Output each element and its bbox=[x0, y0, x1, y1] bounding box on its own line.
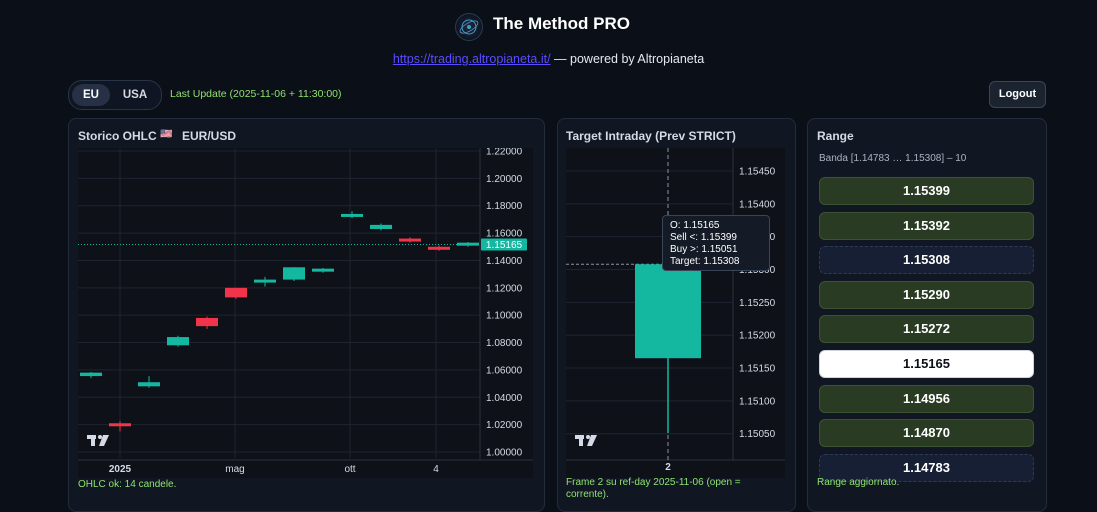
ohlc-symbol: EUR/USD bbox=[182, 129, 237, 143]
range-level-item[interactable]: 1.15399 bbox=[819, 177, 1034, 205]
range-level-item[interactable]: 1.15308 bbox=[819, 246, 1034, 275]
ohlc-chart-area[interactable]: 1.22000 1.20000 1.18000 1.16000 1.14000 1.120… bbox=[78, 148, 533, 478]
range-level-item[interactable]: 1.15290 bbox=[819, 280, 1034, 309]
y-tick-label: 1.15400 bbox=[739, 199, 776, 210]
target-title: Target Intraday (Prev STRICT) bbox=[566, 129, 736, 143]
x-tick-label: 4 bbox=[433, 464, 439, 475]
ohlc-title: Storico OHLC bbox=[78, 129, 157, 143]
market-toggle: EU USA bbox=[68, 80, 162, 110]
candle-body bbox=[80, 372, 102, 377]
candle-body bbox=[196, 317, 218, 327]
candle-body bbox=[428, 246, 450, 250]
y-tick-label: 1.18000 bbox=[486, 201, 523, 212]
range-level-item[interactable]: 1.14956 bbox=[819, 384, 1034, 413]
y-tick-label: 1.02000 bbox=[486, 420, 523, 431]
x-tick-label: ott bbox=[344, 464, 355, 475]
range-title: Range bbox=[817, 129, 854, 143]
y-tick-label: 1.20000 bbox=[486, 174, 523, 185]
last-price-label: 1.15165 bbox=[486, 240, 523, 251]
tooltip-sell: Sell <: 1.15399 bbox=[670, 232, 737, 243]
y-tick-label: 1.22000 bbox=[486, 148, 523, 158]
x-tick-label: mag bbox=[225, 464, 244, 475]
range-level-item[interactable]: 1.15165 bbox=[819, 350, 1034, 378]
candle-body bbox=[457, 242, 479, 246]
y-tick-label: 1.15200 bbox=[739, 331, 776, 342]
range-status: Range aggiornato. bbox=[817, 477, 900, 488]
x-axis-band bbox=[78, 460, 533, 478]
target-chart-area[interactable]: 1.154501.154001.153501.153001.152501.152… bbox=[566, 148, 785, 478]
last-update-text: Last Update (2025-11-06 + 11:30:00) bbox=[170, 88, 342, 100]
site-link[interactable]: https://trading.altropianeta.it/ bbox=[392, 52, 551, 66]
powered-text: — powered by Altropianeta bbox=[550, 52, 705, 66]
candle-body bbox=[399, 238, 421, 242]
candle-body bbox=[109, 423, 131, 427]
y-tick-label: 1.15100 bbox=[739, 396, 776, 407]
y-tick-label: 1.12000 bbox=[486, 283, 523, 294]
toggle-usa-button[interactable]: USA bbox=[122, 89, 148, 101]
tooltip-buy: Buy >: 1.15051 bbox=[670, 244, 738, 255]
powered-line: https://trading.altropianeta.it/ — power… bbox=[0, 52, 1097, 66]
ohlc-chart[interactable]: 1.22000 1.20000 1.18000 1.16000 1.14000 1.120… bbox=[78, 148, 533, 478]
y-tick-label: 1.15050 bbox=[739, 429, 776, 440]
us-flag-icon: 🇺🇸 bbox=[160, 129, 173, 140]
y-tick-label: 1.10000 bbox=[486, 311, 523, 322]
y-tick-label: 1.04000 bbox=[486, 393, 523, 404]
candle-body bbox=[370, 224, 392, 229]
candle-body bbox=[312, 268, 334, 272]
x-tick-label: 2 bbox=[665, 462, 671, 473]
range-level-item[interactable]: 1.14783 bbox=[819, 453, 1034, 482]
toggle-eu-button[interactable]: EU bbox=[72, 84, 110, 106]
candle-tooltip: O: 1.15165 Sell <: 1.15399 Buy >: 1.1505… bbox=[662, 215, 770, 271]
tradingview-logo-icon bbox=[575, 435, 597, 446]
candle-body bbox=[167, 337, 189, 346]
x-tick-label: 2025 bbox=[109, 464, 132, 475]
last-price-tag bbox=[481, 238, 527, 251]
target-chart[interactable]: 1.154501.154001.153501.153001.152501.152… bbox=[566, 148, 785, 478]
candle-body bbox=[138, 382, 160, 387]
candle-body bbox=[341, 213, 363, 217]
y-tick-label: 1.15150 bbox=[739, 364, 776, 375]
y-tick-label: 1.14000 bbox=[486, 256, 523, 267]
ohlc-status: OHLC ok: 14 candele. bbox=[78, 479, 177, 490]
y-tick-label: 1.08000 bbox=[486, 338, 523, 349]
range-level-item[interactable]: 1.15392 bbox=[819, 211, 1034, 240]
logout-button[interactable]: Logout bbox=[989, 81, 1046, 108]
candle-body bbox=[254, 279, 276, 283]
app-title: The Method PRO bbox=[493, 14, 630, 33]
y-tick-label: 1.15250 bbox=[739, 298, 776, 309]
brand-logo bbox=[455, 13, 483, 41]
y-tick-label: 1.16000 bbox=[486, 229, 523, 240]
candle-body bbox=[283, 267, 305, 280]
y-tick-label: 1.15450 bbox=[739, 166, 776, 177]
y-tick-label: 1.06000 bbox=[486, 365, 523, 376]
y-tick-label: 1.00000 bbox=[486, 448, 523, 459]
tradingview-logo-icon bbox=[87, 435, 109, 446]
target-note: Frame 2 su ref-day 2025-11-06 (open = co… bbox=[566, 477, 741, 500]
range-level-item[interactable]: 1.14870 bbox=[819, 419, 1034, 448]
candle-body bbox=[635, 264, 701, 359]
candle-body bbox=[225, 287, 247, 298]
range-level-item[interactable]: 1.15272 bbox=[819, 315, 1034, 344]
tooltip-target: Target: 1.15308 bbox=[670, 256, 740, 267]
range-banda: Banda [1.14783 … 1.15308] – 10 bbox=[819, 153, 967, 164]
tooltip-open: O: 1.15165 bbox=[670, 220, 720, 231]
